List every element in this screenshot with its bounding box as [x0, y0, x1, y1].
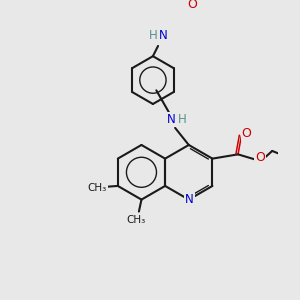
Text: H: H [178, 113, 186, 126]
Text: N: N [167, 113, 176, 126]
Text: N: N [185, 193, 194, 206]
Text: O: O [255, 151, 265, 164]
Text: CH₃: CH₃ [127, 215, 146, 225]
Text: H: H [148, 29, 157, 42]
Text: CH₃: CH₃ [88, 183, 107, 193]
Text: O: O [242, 127, 251, 140]
Text: O: O [187, 0, 197, 11]
Text: N: N [159, 29, 167, 42]
